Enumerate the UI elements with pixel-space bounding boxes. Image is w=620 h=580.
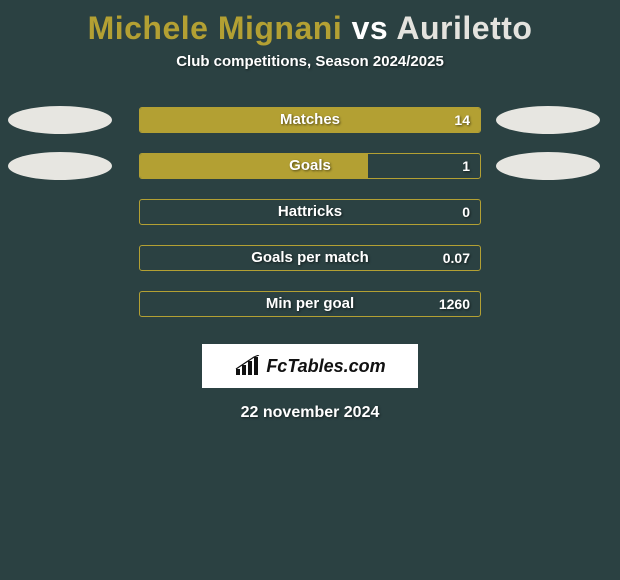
stat-value: 1 <box>462 158 470 174</box>
stat-label: Hattricks <box>140 203 480 220</box>
title-part: Auriletto <box>396 10 532 46</box>
stat-bar-fill <box>140 108 480 132</box>
stat-bar: Matches14 <box>139 107 481 133</box>
stat-label: Goals per match <box>140 249 480 266</box>
page-title: Michele Mignani vs Auriletto <box>0 0 620 47</box>
stat-value: 0.07 <box>443 250 470 266</box>
stat-row: Goals1 <box>0 152 620 198</box>
brand-name: FcTables.com <box>266 356 385 377</box>
title-part: Michele Mignani <box>88 10 343 46</box>
stat-value: 0 <box>462 204 470 220</box>
stat-bar: Hattricks0 <box>139 199 481 225</box>
stat-bar: Goals1 <box>139 153 481 179</box>
stats-container: Matches14 Goals1 Hattricks0 Goals per match… <box>0 106 620 336</box>
stat-bar-fill <box>140 154 368 178</box>
stat-row: Matches14 <box>0 106 620 152</box>
subtitle: Club competitions, Season 2024/2025 <box>0 53 620 70</box>
stat-value: 1260 <box>439 296 470 312</box>
player-left-marker <box>8 106 112 134</box>
player-right-marker <box>496 106 600 134</box>
stat-bar: Goals per match0.07 <box>139 245 481 271</box>
player-right-marker <box>496 152 600 180</box>
title-part: vs <box>342 10 396 46</box>
stat-row: Goals per match0.07 <box>0 244 620 290</box>
player-left-marker <box>8 152 112 180</box>
stat-row: Hattricks0 <box>0 198 620 244</box>
footer-date: 22 november 2024 <box>0 404 620 422</box>
stat-label: Min per goal <box>140 295 480 312</box>
stat-row: Min per goal1260 <box>0 290 620 336</box>
bars-icon <box>234 355 260 377</box>
brand-logo-box: FcTables.com <box>202 344 418 388</box>
stat-bar: Min per goal1260 <box>139 291 481 317</box>
